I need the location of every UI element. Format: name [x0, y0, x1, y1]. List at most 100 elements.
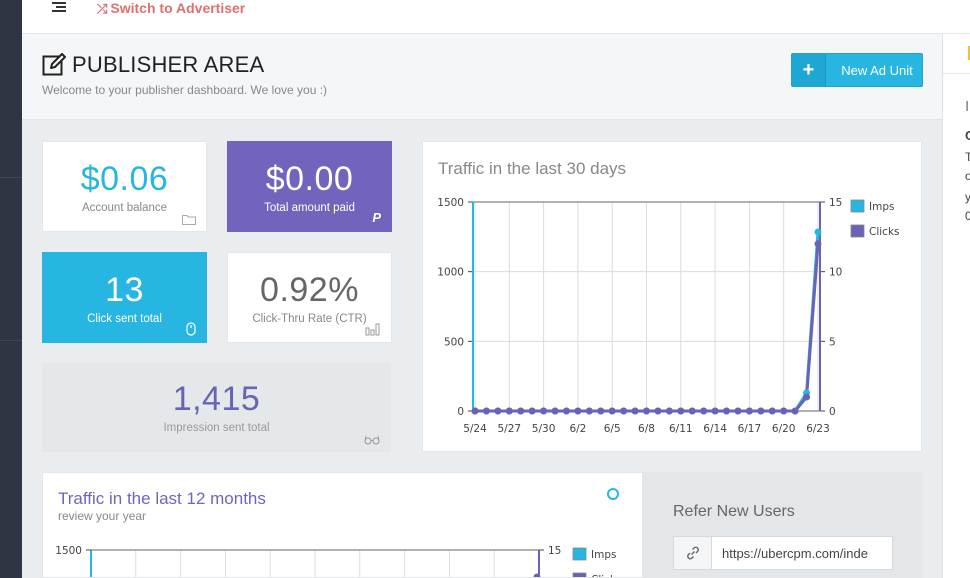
right-panel-text: 0	[965, 209, 970, 223]
y-left-tick-label: 0	[457, 406, 464, 418]
chart-title: Traffic in the last 30 days	[438, 159, 627, 178]
total-paid-label: Total amount paid	[264, 202, 355, 214]
y-right-tick-label: 5	[829, 336, 836, 348]
account-balance-label: Account balance	[81, 202, 168, 214]
x-tick-label: 6/14	[703, 423, 727, 435]
clicks-data-point	[803, 393, 811, 401]
clicks-data-point	[608, 407, 616, 415]
traffic-12-months-chart: Traffic in the last 12 months review you…	[42, 472, 643, 578]
clicks-data-point	[814, 240, 822, 248]
right-panel-text: T	[965, 150, 970, 164]
legend-swatch-clicks	[572, 572, 587, 577]
x-tick-label: 5/24	[463, 423, 487, 435]
refer-panel: Refer New Users	[643, 472, 923, 578]
clicks-data-point	[620, 407, 628, 415]
legend-label-imps: Imps	[869, 201, 894, 213]
traffic-30-days-chart: Traffic in the last 30 days 5/24 5/27 5/30…	[422, 141, 922, 452]
clicks-data-point	[533, 573, 541, 577]
clicks-data-point	[791, 407, 799, 415]
clicks-total-label: Click sent total	[87, 313, 162, 325]
y-right-tick-label: 15	[829, 197, 842, 209]
x-tick-label: 6/17	[738, 423, 762, 435]
total-paid-card: $0.00 Total amount paid P	[227, 141, 392, 232]
clicks-data-point	[723, 407, 731, 415]
ctr-card: 0.92% Click-Thru Rate (CTR)	[227, 252, 392, 343]
impressions-total-label: Impression sent total	[163, 422, 270, 434]
switch-to-advertiser-label: Switch to Advertiser	[110, 0, 246, 16]
clicks-data-point	[757, 407, 765, 415]
traffic-30-days-plot: 5/24 5/27 5/30 6/2 6/5 6/8 6/11 6/14 6/17 6/20 6/2…	[437, 197, 900, 435]
clicks-data-point	[768, 407, 776, 415]
mouse-icon	[186, 322, 196, 336]
top-header: ⤮ Switch to Advertiser	[22, 0, 970, 34]
y-left-tick-label: 1000	[437, 267, 464, 279]
chart-subtitle: review your year	[58, 509, 147, 523]
referral-url-input[interactable]	[712, 537, 892, 569]
x-tick-label: 6/2	[569, 423, 586, 435]
clicks-data-point	[574, 407, 582, 415]
referral-link-group	[673, 536, 893, 570]
clicks-data-point	[745, 407, 753, 415]
total-paid-value: $0.00	[265, 160, 354, 198]
new-ad-unit-button[interactable]: + New Ad Unit	[791, 53, 923, 87]
ctr-label: Click-Thru Rate (CTR)	[252, 313, 367, 325]
y-right-tick-label: 10	[829, 267, 842, 279]
clicks-data-point	[551, 407, 559, 415]
page-title-text: PUBLISHER AREA	[72, 52, 265, 77]
x-tick-label: 6/11	[669, 423, 693, 435]
paypal-icon: P	[372, 210, 381, 225]
clicks-data-point	[677, 407, 685, 415]
clicks-data-point	[700, 407, 708, 415]
legend-swatch-imps	[850, 199, 865, 213]
y-left-tick-label: 1500	[55, 545, 82, 557]
legend-label-imps: Imps	[591, 549, 616, 561]
x-tick-label: 6/5	[604, 423, 621, 435]
clicks-data-point	[494, 407, 502, 415]
shuffle-icon: ⤮	[97, 1, 108, 16]
y-left-tick-label: 1500	[437, 197, 464, 209]
folder-icon	[182, 215, 196, 225]
edit-icon	[42, 53, 66, 76]
clicks-data-point	[780, 407, 788, 415]
clicks-data-point	[688, 407, 696, 415]
clicks-total-value: 13	[105, 271, 144, 309]
menu-toggle-icon[interactable]	[52, 0, 68, 16]
clicks-data-point	[711, 407, 719, 415]
clicks-data-point	[665, 407, 673, 415]
impressions-total-value: 1,415	[172, 380, 261, 418]
glasses-icon	[364, 435, 380, 445]
clicks-data-point	[734, 407, 742, 415]
traffic-12-months-plot: 1500 15 Imps Clicks	[55, 545, 622, 578]
imps-data-point	[814, 228, 822, 236]
right-panel-text: o	[965, 169, 970, 183]
clicks-data-point	[631, 407, 639, 415]
y-right-tick-label: 15	[548, 545, 561, 557]
new-ad-unit-label: New Ad Unit	[841, 62, 913, 78]
clicks-data-point	[482, 407, 490, 415]
clicks-data-point	[597, 407, 605, 415]
x-tick-label: 6/23	[806, 423, 830, 435]
legend-swatch-imps	[572, 547, 587, 561]
bar-chart-icon	[365, 323, 380, 336]
link-icon	[674, 537, 712, 569]
x-tick-label: 5/27	[498, 423, 522, 435]
sidebar-divider	[0, 177, 22, 178]
clicks-data-point	[528, 407, 536, 415]
right-panel-text: y	[965, 190, 970, 204]
legend-label-clicks: Clicks	[591, 574, 622, 578]
clicks-data-point	[654, 407, 662, 415]
page-header: PUBLISHER AREA Welcome to your publisher…	[22, 34, 942, 120]
right-panel-subheading: C	[965, 128, 970, 143]
clicks-data-point	[505, 407, 513, 415]
chart-title: Traffic in the last 12 months	[58, 489, 266, 508]
impressions-total-card: 1,415 Impression sent total	[42, 363, 391, 452]
y-right-tick-label: 0	[829, 406, 836, 418]
legend-label-clicks: Clicks	[869, 226, 900, 238]
page-subtitle: Welcome to your publisher dashboard. We …	[42, 83, 328, 97]
right-panel-heading: I	[965, 98, 970, 115]
right-panel-tab[interactable]	[943, 34, 970, 74]
plus-icon: +	[792, 54, 826, 86]
right-panel: I C T o y 0	[942, 34, 970, 578]
switch-to-advertiser-link[interactable]: ⤮ Switch to Advertiser	[97, 0, 245, 17]
refresh-circle-icon[interactable]	[607, 488, 619, 500]
